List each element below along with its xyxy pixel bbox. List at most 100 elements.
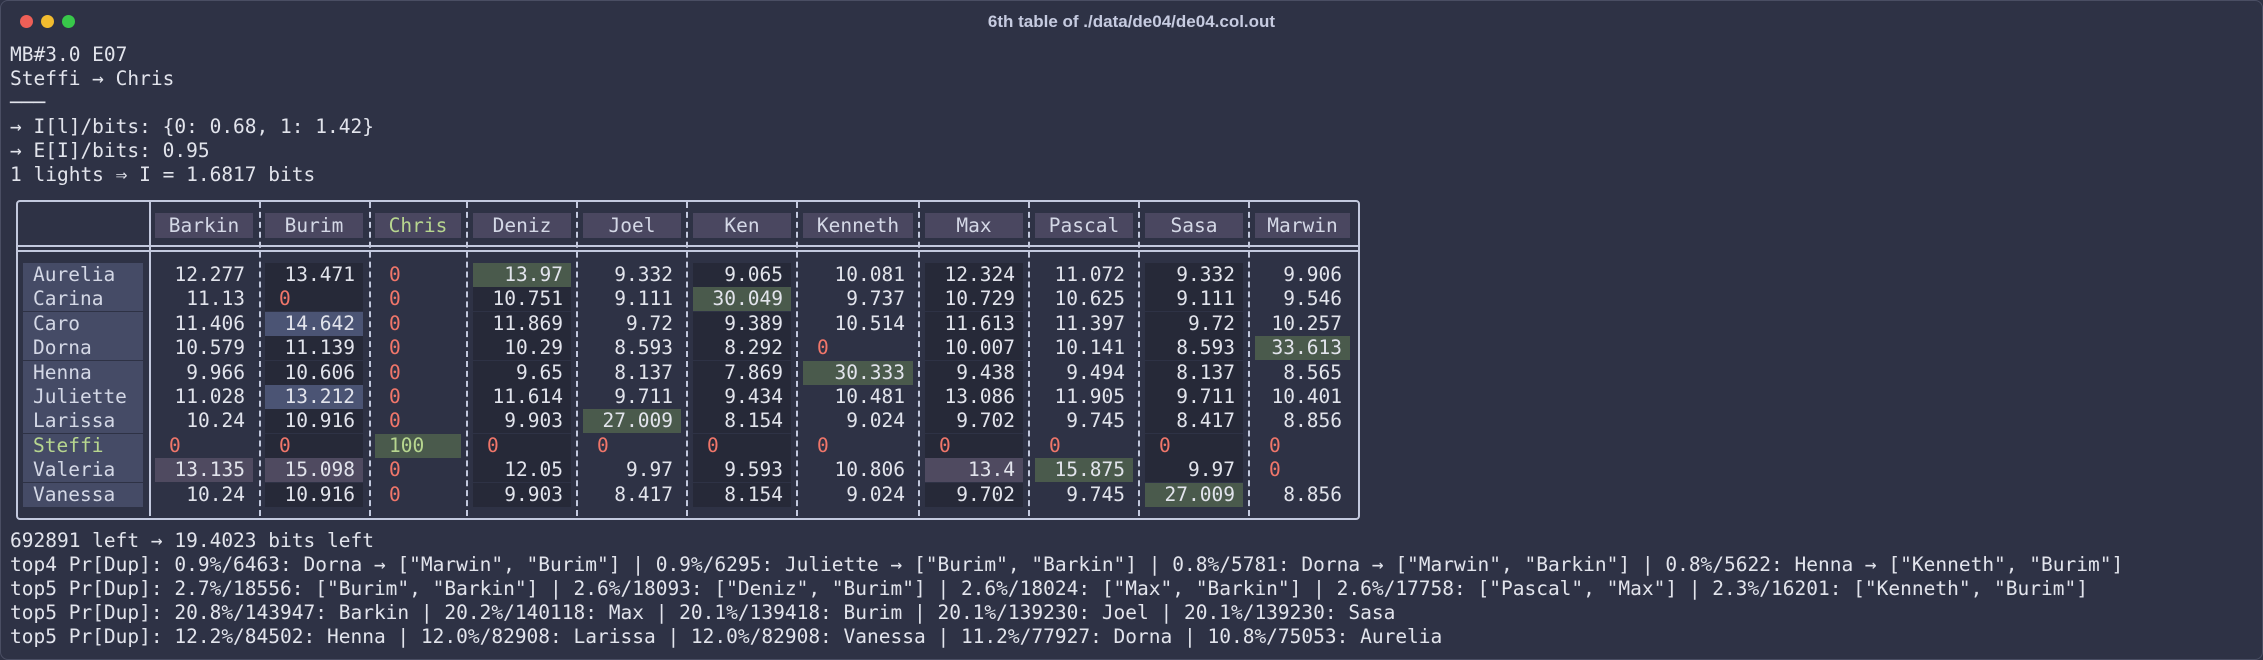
table-cell: 10.141 <box>1054 336 1125 359</box>
table-cell: 8.593 <box>1145 336 1243 360</box>
table-cell: 10.625 <box>1054 287 1125 310</box>
table-cell: 9.72 <box>626 312 673 335</box>
table-cell: 9.702 <box>925 483 1023 507</box>
zoom-button[interactable] <box>62 15 75 28</box>
footer-line: top5 Pr[Dup]: 20.8%/143947: Barkin | 20.… <box>10 601 1396 624</box>
table-cell: 0 <box>389 385 401 408</box>
table-cell: 9.97 <box>1145 458 1243 482</box>
table-cell: 0 <box>1049 434 1061 457</box>
row-header: Juliette <box>23 385 143 409</box>
table-cell: 27.009 <box>1145 483 1243 507</box>
table-cell: 0 <box>389 336 401 359</box>
table-cell: 9.332 <box>614 263 673 286</box>
table-cell: 13.135 <box>155 458 253 482</box>
column-separator <box>369 202 371 516</box>
table-cell: 8.154 <box>693 409 791 433</box>
table-cell: 8.565 <box>1283 361 1342 384</box>
table-cell: 10.606 <box>265 361 363 385</box>
column-header: Deniz <box>473 213 571 238</box>
table-cell: 10.514 <box>834 312 905 335</box>
footer-line: top5 Pr[Dup]: 2.7%/18556: ["Burim", "Bar… <box>10 577 2088 600</box>
table-cell: 0 <box>1269 458 1281 481</box>
table-cell: 9.906 <box>1283 263 1342 286</box>
column-header: Joel <box>583 213 681 238</box>
table-cell: 8.593 <box>614 336 673 359</box>
table-cell: 10.081 <box>834 263 905 286</box>
table-cell: 7.869 <box>693 361 791 385</box>
column-header: Sasa <box>1145 213 1243 238</box>
column-separator <box>466 202 468 516</box>
table-cell: 9.111 <box>614 287 673 310</box>
table-cell: 0 <box>389 483 401 506</box>
table-cell: 11.13 <box>186 287 245 310</box>
table-cell: 9.389 <box>693 312 791 336</box>
table-cell: 0 <box>169 434 181 457</box>
table-cell: 9.546 <box>1283 287 1342 310</box>
row-header: Valeria <box>23 458 143 482</box>
table-cell: 12.05 <box>473 458 571 482</box>
table-cell: 13.97 <box>473 263 571 287</box>
footer-line: 692891 left → 19.4023 bits left <box>10 529 374 552</box>
row-header: Carina <box>23 287 143 311</box>
table-cell: 8.417 <box>614 483 673 506</box>
table-cell: 9.97 <box>626 458 673 481</box>
table-cell: 11.869 <box>473 312 571 336</box>
table-cell: 10.751 <box>473 287 571 311</box>
table-cell: 8.417 <box>1145 409 1243 433</box>
column-separator <box>149 202 151 516</box>
table-cell: 0 <box>1269 434 1281 457</box>
table-cell: 8.856 <box>1283 483 1342 506</box>
column-separator <box>796 202 798 516</box>
table-cell: 15.875 <box>1035 458 1133 482</box>
table-cell: 0 <box>389 312 401 335</box>
row-header: Aurelia <box>23 263 143 287</box>
table-cell: 11.139 <box>265 336 363 360</box>
table-cell: 10.579 <box>174 336 245 359</box>
row-header: Vanessa <box>23 483 143 507</box>
table-cell: 9.737 <box>846 287 905 310</box>
table-cell: 13.212 <box>265 385 363 409</box>
table-cell: 9.903 <box>473 409 571 433</box>
table-cell: 100 <box>375 434 461 458</box>
table-cell: 0 <box>389 263 401 286</box>
table-cell: 9.065 <box>693 263 791 287</box>
column-separator <box>918 202 920 516</box>
minimize-button[interactable] <box>41 15 54 28</box>
table-cell: 10.007 <box>925 336 1023 360</box>
footer-line: top5 Pr[Dup]: 12.2%/84502: Henna | 12.0%… <box>10 625 1443 648</box>
table-cell: 9.434 <box>693 385 791 409</box>
column-header: Pascal <box>1035 213 1133 238</box>
row-header: Larissa <box>23 409 143 433</box>
table-cell: 9.024 <box>846 483 905 506</box>
column-separator <box>1138 202 1140 516</box>
row-header: Steffi <box>23 434 143 458</box>
table-cell: 0 <box>473 434 571 458</box>
table-cell: 10.806 <box>834 458 905 481</box>
table-cell: 15.098 <box>265 458 363 482</box>
column-header: Max <box>925 213 1023 238</box>
header-line: MB#3.0 E07 <box>10 43 128 66</box>
header-line: → I[l]/bits: {0: 0.68, 1: 1.42} <box>10 115 374 138</box>
table-cell: 9.903 <box>473 483 571 507</box>
table-cell: 9.332 <box>1145 263 1243 287</box>
table-cell: 0 <box>389 458 401 481</box>
table-cell: 0 <box>925 434 1023 458</box>
table-cell: 9.024 <box>846 409 905 432</box>
table-cell: 8.292 <box>693 336 791 360</box>
table-cell: 0 <box>389 361 401 384</box>
table-cell: 27.009 <box>583 409 681 433</box>
table-cell: 9.711 <box>614 385 673 408</box>
column-separator <box>259 202 261 516</box>
table-cell: 9.702 <box>925 409 1023 433</box>
table-cell: 10.24 <box>186 409 245 432</box>
table-cell: 13.471 <box>265 263 363 287</box>
table-cell: 10.29 <box>473 336 571 360</box>
table-cell: 9.72 <box>1145 312 1243 336</box>
table-cell: 0 <box>817 434 829 457</box>
column-header: Marwin <box>1255 213 1350 238</box>
table-cell: 11.614 <box>473 385 571 409</box>
table-cell: 8.137 <box>1145 361 1243 385</box>
close-button[interactable] <box>20 15 33 28</box>
table-cell: 11.905 <box>1054 385 1125 408</box>
table-cell: 33.613 <box>1255 336 1350 360</box>
